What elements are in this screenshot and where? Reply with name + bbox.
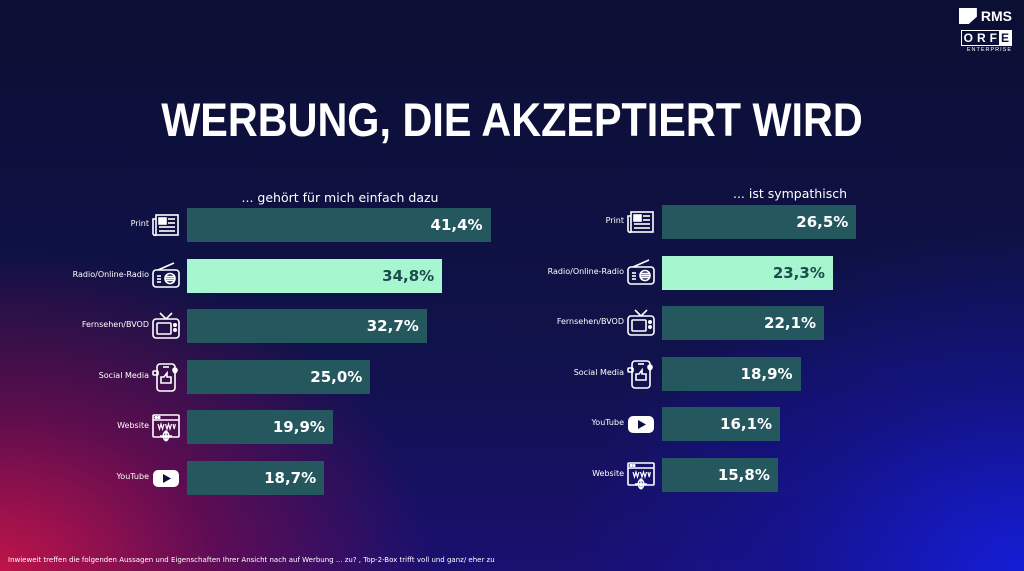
right-value-label-youtube: 16,1% (720, 415, 773, 434)
left-bar-social-media: 25,0% (187, 359, 371, 394)
right-value-label-print: 26,5% (796, 213, 849, 231)
left-row-print: Print 41,4% (40, 208, 520, 242)
youtube-icon (150, 462, 182, 494)
orf-letter-o: O (963, 31, 973, 45)
right-row-youtube: YouTube 16,1% (515, 407, 995, 442)
left-bar-youtube: 18,7% (187, 461, 325, 495)
left-value-label-website: 19,9% (272, 418, 325, 437)
right-category-label-social-media: Social Media (573, 367, 624, 377)
right-row-website: Website 15,8% (515, 458, 995, 492)
left-bar-website: 19,9% (187, 410, 333, 445)
left-category-label-youtube: YouTube (116, 472, 149, 481)
left-row-youtube: YouTube 18,7% (40, 461, 520, 495)
left-value-label-print: 41,4% (430, 216, 483, 234)
right-bar-social-media: 18,9% (662, 356, 801, 391)
left-row-radio-online-radio: Radio/Online-Radio 34,8% (40, 258, 520, 293)
left-value-label-radio-online-radio: 34,8% (382, 266, 435, 285)
right-category-label-youtube: YouTube (591, 418, 624, 428)
right-row-fernsehen-bvod: Fernsehen/BVOD 22,1% (515, 306, 995, 341)
right-row-radio-online-radio: Radio/Online-Radio 23,3% (515, 255, 995, 290)
youtube-icon (625, 408, 657, 440)
social-media-icon (150, 361, 182, 393)
rms-mark-icon (958, 8, 977, 24)
radio-icon (150, 260, 182, 292)
left-row-fernsehen-bvod: Fernsehen/BVOD 32,7% (40, 309, 520, 344)
enterprise-label: ENTERPRISE (966, 47, 1012, 53)
orf-logo: O R F E (960, 30, 1012, 46)
right-bar-radio-online-radio: 23,3% (662, 255, 833, 290)
left-value-label-fernsehen-bvod: 32,7% (366, 317, 419, 336)
orf-letter-r: R (976, 31, 986, 45)
right-category-label-website: Website (592, 469, 624, 478)
orf-letter-e: E (998, 31, 1011, 45)
brand-logo: RMS O R F E ENTERPRISE (952, 8, 1012, 53)
newspaper-icon (150, 209, 182, 241)
chart-title-right: ... ist sympathisch (732, 186, 848, 201)
left-category-label-website: Website (117, 421, 149, 431)
left-category-label-print: Print (130, 219, 149, 228)
left-value-label-social-media: 25,0% (310, 367, 363, 386)
bar-chart-left: Print 41,4% Radio/Online-Radio 34,8% Fernseh… (40, 208, 520, 508)
right-value-label-website: 15,8% (717, 466, 770, 484)
right-row-social-media: Social Media 18,9% (515, 356, 995, 391)
right-category-label-fernsehen-bvod: Fernsehen/BVOD (556, 317, 624, 327)
left-row-social-media: Social Media 25,0% (40, 359, 520, 394)
footer-note: Inwieweit treffen die folgenden Aussagen… (8, 556, 495, 564)
tv-icon (625, 307, 657, 339)
right-bar-youtube: 16,1% (662, 407, 781, 442)
orf-letter-f: F (989, 31, 997, 45)
left-bar-print: 41,4% (187, 208, 491, 242)
right-value-label-radio-online-radio: 23,3% (772, 263, 825, 282)
chart-title-left: ... gehört für mich einfach dazu (241, 190, 439, 205)
radio-icon (625, 257, 657, 289)
website-icon (150, 411, 182, 443)
rms-logo-text: RMS (980, 8, 1012, 24)
right-bar-print: 26,5% (662, 205, 857, 239)
bar-chart-right: Print 26,5% Radio/Online-Radio 23,3% Fernseh… (515, 205, 995, 505)
left-category-label-fernsehen-bvod: Fernsehen/BVOD (81, 320, 149, 330)
right-category-label-radio-online-radio: Radio/Online-Radio (547, 266, 624, 276)
right-category-label-print: Print (605, 216, 624, 225)
left-category-label-social-media: Social Media (98, 370, 149, 380)
right-bar-website: 15,8% (662, 458, 778, 492)
left-bar-radio-online-radio: 34,8% (187, 258, 443, 293)
social-media-icon (625, 358, 657, 390)
left-value-label-youtube: 18,7% (264, 469, 317, 487)
left-row-website: Website 19,9% (40, 410, 520, 445)
right-value-label-social-media: 18,9% (740, 364, 793, 383)
tv-icon (150, 310, 182, 342)
website-icon (625, 459, 657, 491)
right-value-label-fernsehen-bvod: 22,1% (764, 314, 817, 333)
newspaper-icon (625, 206, 657, 238)
rms-logo: RMS (952, 8, 1012, 24)
right-bar-fernsehen-bvod: 22,1% (662, 306, 825, 341)
left-category-label-radio-online-radio: Radio/Online-Radio (72, 269, 149, 279)
page-title: WERBUNG, DIE AKZEPTIERT WIRD (161, 93, 863, 146)
right-row-print: Print 26,5% (515, 205, 995, 239)
left-bar-fernsehen-bvod: 32,7% (187, 309, 427, 344)
